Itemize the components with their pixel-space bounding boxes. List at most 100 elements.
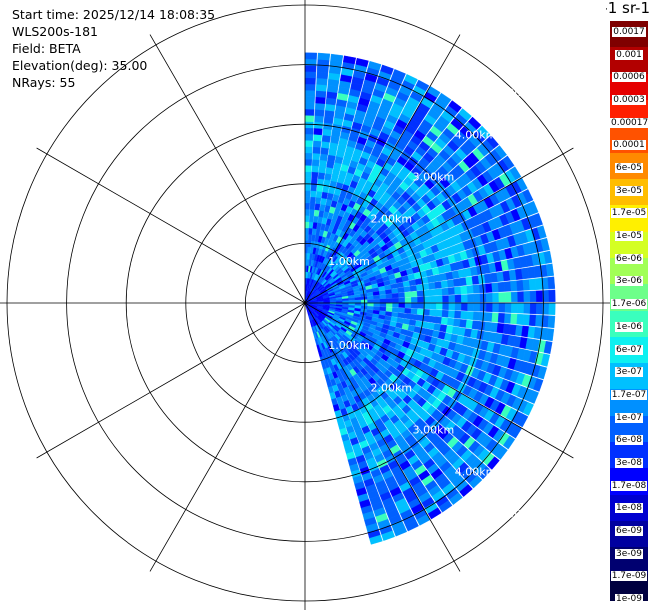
beta-cell: [517, 302, 525, 314]
beta-cell: [416, 308, 424, 316]
beta-cell: [321, 191, 329, 200]
beta-cell: [548, 302, 556, 316]
beta-cell: [502, 435, 516, 450]
colorbar-tick-label: 1e-05: [615, 231, 643, 242]
beta-cell: [404, 302, 412, 309]
start-time-label: Start time: 2025/12/14 18:08:35: [12, 7, 216, 22]
beta-cell: [397, 312, 405, 319]
beta-cell: [391, 307, 399, 313]
beta-cell: [436, 302, 443, 310]
beta-cell: [504, 313, 512, 324]
beta-cell: [385, 293, 393, 299]
beta-cell: [447, 287, 456, 295]
beta-cell: [459, 484, 473, 497]
beta-cell: [385, 298, 393, 303]
beta-cell: [310, 190, 317, 198]
beta-cell: [429, 295, 437, 303]
beta-cell: [390, 316, 398, 323]
beta-cell: [448, 100, 462, 113]
beta-cell: [415, 320, 423, 328]
beta-cell: [408, 319, 417, 327]
range-labels: 1.00km 1.00km 2.00km 2.00km 3.00km 3.00km 4.00…: [328, 86, 538, 520]
colorbar-tick-label: 3e-08: [615, 457, 643, 468]
beta-cell: [491, 312, 499, 323]
beta-cell: [392, 297, 400, 303]
beta-cell: [304, 89, 316, 97]
beta-cell: [545, 263, 555, 277]
beta-cell: [454, 302, 462, 311]
beta-cell: [469, 475, 483, 489]
beta-cell: [417, 302, 425, 309]
beta-cell: [435, 295, 443, 303]
range-label: 3.00km: [413, 171, 455, 184]
beta-cell: [304, 196, 311, 204]
beta-cell: [348, 300, 356, 304]
beta-cell: [390, 283, 398, 290]
beta-cell: [516, 413, 529, 428]
beta-cell: [516, 279, 524, 292]
beta-cell: [308, 221, 314, 229]
beta-cell: [402, 318, 411, 325]
beta-cell: [477, 125, 491, 139]
beta-cell: [315, 90, 327, 98]
colorbar-tick-label: 3e-05: [615, 185, 643, 196]
beta-cell: [317, 172, 326, 180]
beta-cell: [415, 79, 430, 92]
beta-cell: [458, 108, 472, 122]
azimuth-line: [36, 147, 306, 304]
beta-cell: [373, 294, 381, 300]
beta-cell: [486, 456, 500, 470]
beta-cell: [427, 507, 442, 520]
beta-cell: [320, 147, 329, 155]
beta-cell: [454, 310, 462, 319]
beta-cell: [528, 390, 539, 404]
beta-cell: [547, 276, 556, 290]
beta-cell: [440, 280, 449, 289]
beta-cell: [315, 96, 326, 104]
beta-cell: [461, 302, 468, 311]
beta-cell: [473, 293, 481, 303]
beta-cell: [304, 64, 317, 72]
colorbar-tick-label: 1.7e-07: [610, 389, 648, 400]
beta-cell: [312, 152, 321, 161]
beta-cell: [454, 286, 462, 295]
azimuth-line: [304, 302, 461, 572]
beta-cell: [447, 310, 456, 319]
beta-cell: [467, 302, 475, 312]
beta-cell: [393, 525, 408, 537]
beta-cell: [429, 289, 437, 297]
colorbar-tick-label: 1e-08: [615, 503, 643, 514]
beta-cell: [522, 189, 534, 203]
azimuth-line: [304, 302, 574, 459]
beta-cell: [502, 155, 515, 170]
beta-cell: [379, 302, 387, 308]
colorbar-tick-label: 0.00017: [610, 117, 650, 128]
beta-cell: [314, 109, 325, 117]
beta-cell: [410, 308, 418, 315]
beta-cell: [315, 84, 328, 92]
beta-cell: [486, 302, 493, 313]
beta-cell: [313, 127, 323, 136]
colorbar-tick-label: 6e-05: [615, 163, 643, 174]
beta-cell: [535, 290, 544, 302]
beta-cell: [373, 306, 381, 311]
beta-cell: [416, 290, 424, 297]
beta-cell: [517, 291, 525, 303]
beta-cell: [366, 295, 374, 300]
beta-cell: [504, 291, 512, 303]
colorbar-tick-label: 1e-06: [615, 321, 643, 332]
colorbar-tick-label: 0.0017: [612, 27, 646, 37]
beta-cell: [372, 291, 380, 296]
beta-cell: [342, 55, 357, 65]
beta-cell: [510, 280, 518, 292]
beta-cell: [316, 77, 328, 86]
beta-cell: [354, 302, 362, 306]
beta-cell: [373, 302, 381, 307]
range-label: 5.00km: [497, 508, 539, 521]
colorbar-tick-label: 1e-07: [615, 412, 643, 423]
colorbar-tick-label: 1.7e-08: [610, 480, 648, 491]
beta-cell: [391, 288, 399, 294]
beta-cell: [367, 299, 375, 303]
beta-cell: [522, 402, 534, 416]
